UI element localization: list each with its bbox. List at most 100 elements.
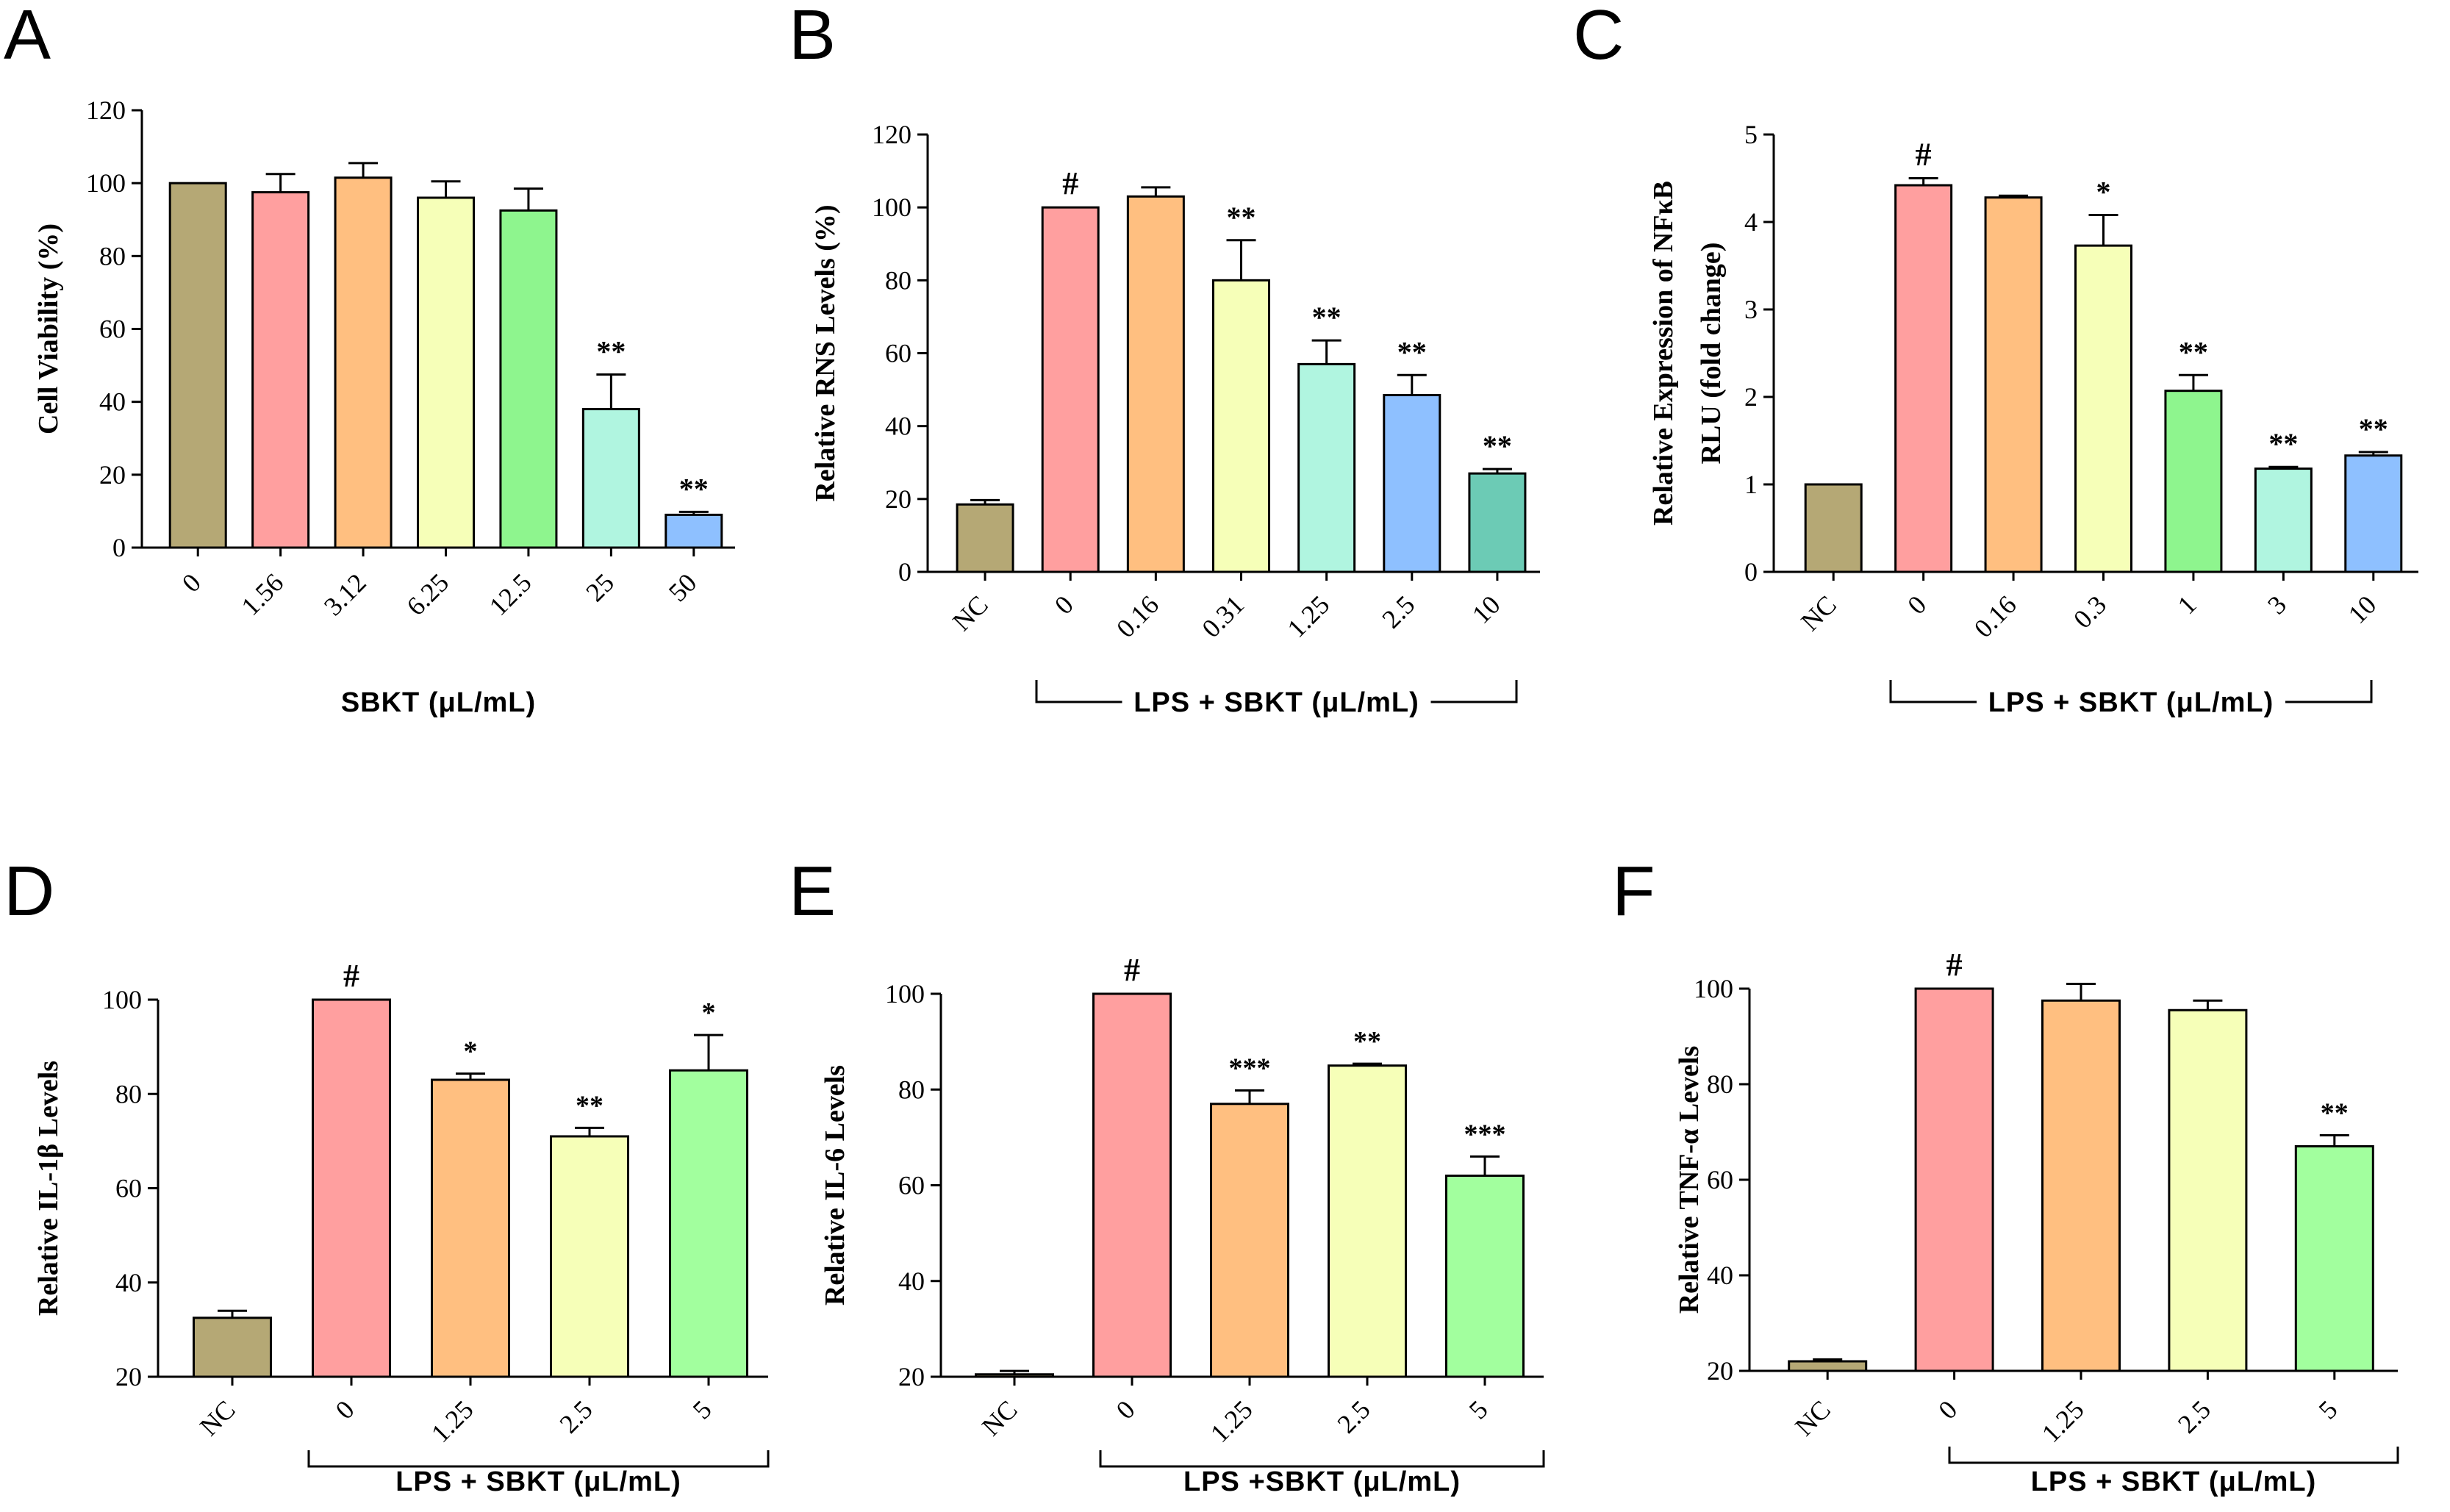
bar-5 — [1445, 1174, 1525, 1378]
x-axis-label: LPS + SBKT (μL/mL) — [1133, 687, 1419, 718]
y-tick-label: 100 — [86, 168, 126, 198]
significance-label: ** — [576, 1090, 603, 1121]
y-tick-label: 100 — [102, 985, 142, 1014]
bar-nc — [975, 1373, 1054, 1378]
significance-label: * — [702, 997, 716, 1028]
bar-5 — [669, 1069, 748, 1378]
y-tick-label: 40 — [898, 1266, 925, 1296]
x-tick-label: 50 — [663, 567, 703, 607]
group-bracket-right — [2285, 680, 2373, 703]
x-tick-label: 2.5 — [554, 1394, 598, 1438]
bar-nc — [1804, 483, 1863, 573]
y-tick-label: 4 — [1744, 207, 1758, 237]
bar-1-25 — [431, 1078, 510, 1378]
bar-10 — [2344, 454, 2403, 573]
significance-label: ** — [1353, 1026, 1381, 1057]
bar-12-5 — [499, 209, 558, 549]
y-tick-label: 0 — [1744, 557, 1758, 587]
significance-label: * — [464, 1036, 478, 1067]
x-axis-label: LPS + SBKT (μL/mL) — [395, 1466, 681, 1497]
x-axis-label: LPS +SBKT (μL/mL) — [1183, 1466, 1461, 1497]
y-tick-label: 60 — [885, 339, 911, 368]
bar-0 — [1894, 184, 1953, 573]
bar-0-3 — [2074, 244, 2132, 573]
significance-label: ** — [1227, 201, 1256, 234]
y-axis-label: Cell Viability (%) — [33, 223, 64, 434]
x-tick-label: 5 — [2313, 1394, 2343, 1425]
chart-panel-c: C 0 1 2 3 4 5 Relative Expression of NFκB RLU (f… — [1573, 0, 2418, 718]
x-tick-label: NC — [976, 1394, 1023, 1441]
x-tick-label: NC — [947, 590, 994, 637]
x-tick-label: 1.25 — [1205, 1394, 1258, 1448]
significance-label: ** — [1397, 335, 1427, 368]
x-tick-label: 0.3 — [2068, 590, 2112, 634]
bar-0-16 — [1984, 196, 2043, 573]
x-tick-label: NC — [1789, 1394, 1836, 1441]
x-tick-label: 12.5 — [484, 567, 537, 621]
x-axis-label: LPS + SBKT (μL/mL) — [2031, 1466, 2317, 1497]
bar-1 — [2164, 390, 2223, 573]
panel-letter: C — [1573, 0, 1624, 74]
y-axis-label: RLU (fold change) — [1696, 243, 1727, 465]
y-tick-label: 40 — [1707, 1261, 1733, 1290]
significance-label: # — [1062, 165, 1078, 201]
x-tick-label: 3 — [2262, 590, 2292, 620]
bar-0 — [168, 182, 227, 549]
chart-panel-f: F 20 40 60 80 100 Relative TNF-α Levels NC #0 1.2… — [1612, 852, 2399, 1497]
significance-label: # — [1916, 137, 1932, 173]
y-axis-label: Relative Expression of NFκB — [1648, 181, 1679, 526]
y-tick-label: 3 — [1744, 295, 1758, 324]
y-tick-label: 80 — [885, 265, 911, 295]
bar-2-5 — [1328, 1064, 1407, 1378]
bar-0 — [1041, 206, 1100, 573]
bar-2-5 — [550, 1135, 629, 1378]
y-tick-label: 60 — [115, 1174, 142, 1203]
x-tick-label: 1.25 — [2036, 1394, 2090, 1448]
y-tick-label: 100 — [885, 979, 925, 1008]
significance-label: ** — [2268, 427, 2298, 460]
x-tick-label: 10 — [1466, 590, 1506, 629]
x-axis-label: LPS + SBKT (μL/mL) — [1988, 687, 2274, 718]
bar-nc — [956, 503, 1014, 573]
x-tick-label: 0 — [1111, 1394, 1141, 1425]
bar-0-16 — [1126, 195, 1185, 573]
x-tick-label: 0.16 — [1969, 590, 2022, 643]
bar-nc — [193, 1316, 272, 1378]
x-tick-label: 1.25 — [426, 1394, 479, 1448]
group-bracket-left — [1889, 680, 1977, 703]
y-tick-label: 80 — [898, 1075, 925, 1104]
significance-label: *** — [1229, 1053, 1271, 1084]
x-tick-label: 2.5 — [1376, 590, 1420, 634]
panel-letter: A — [4, 0, 51, 74]
x-tick-label: 6.25 — [401, 567, 454, 621]
y-tick-label: 20 — [1707, 1356, 1733, 1386]
y-tick-label: 1 — [1744, 470, 1758, 499]
chart-panel-a: A 0 20 40 60 80 100 120 Cell Viability (%) 0 1.56 3… — [4, 0, 735, 718]
y-tick-label: 5 — [1744, 120, 1758, 149]
y-tick-label: 60 — [1707, 1165, 1733, 1194]
bar-25 — [581, 408, 640, 549]
group-bracket — [307, 1450, 770, 1468]
x-tick-label: 0 — [1049, 590, 1079, 620]
panel-letter: E — [789, 852, 836, 931]
group-bracket-left — [1035, 680, 1122, 703]
significance-label: ** — [2359, 412, 2388, 445]
panel-letter: F — [1612, 852, 1655, 931]
x-tick-label: 1 — [2172, 590, 2202, 620]
y-tick-label: 20 — [898, 1362, 925, 1391]
x-tick-label: 0 — [330, 1394, 360, 1425]
bar-3-12 — [334, 176, 393, 549]
x-tick-label: 0 — [1902, 590, 1932, 620]
y-tick-label: 20 — [885, 484, 911, 514]
bar-1-25 — [2041, 999, 2121, 1372]
y-tick-label: 80 — [99, 241, 126, 270]
bar-0 — [1092, 992, 1172, 1378]
x-tick-label: NC — [194, 1394, 241, 1441]
significance-label: ** — [1483, 429, 1512, 462]
bar-5 — [2294, 1145, 2374, 1372]
significance-label: *** — [1464, 1119, 1506, 1150]
x-tick-label: 3.12 — [318, 567, 372, 621]
bar-2-5 — [2168, 1008, 2248, 1372]
group-bracket — [1948, 1447, 2399, 1464]
